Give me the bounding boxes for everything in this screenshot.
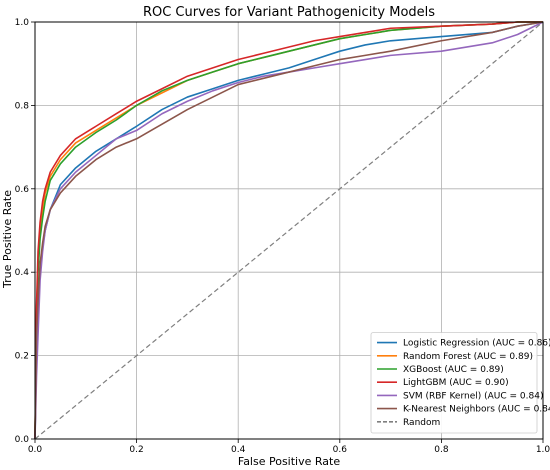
y-tick-label: 1.0 bbox=[15, 18, 30, 28]
legend-entry: Random bbox=[403, 418, 440, 428]
x-tick-label: 0.0 bbox=[28, 445, 43, 455]
legend-box bbox=[370, 332, 538, 434]
legend-entry: LightGBM (AUC = 0.90) bbox=[403, 378, 509, 388]
y-tick-label: 0.6 bbox=[15, 185, 30, 195]
series-lines bbox=[34, 21, 544, 440]
chart-title: ROC Curves for Variant Pathogenicity Mod… bbox=[143, 5, 435, 20]
series-line-2 bbox=[34, 21, 543, 440]
x-tick-label: 0.2 bbox=[129, 445, 143, 455]
y-tick-label: 0.8 bbox=[15, 101, 30, 111]
legend-entry: SVM (RBF Kernel) (AUC = 0.84) bbox=[403, 391, 543, 401]
series-line-6 bbox=[34, 21, 544, 440]
legend-entry: XGBoost (AUC = 0.89) bbox=[403, 365, 504, 375]
x-axis-label: False Positive Rate bbox=[238, 455, 340, 468]
y-tick-label: 0.0 bbox=[15, 435, 30, 445]
series-line-5 bbox=[34, 21, 544, 440]
axis-ticks: 0.0 0.2 0.4 0.6 0.8 1.0 0.0 0.2 0.4 0.6 0.8 1.0 bbox=[15, 18, 550, 455]
x-tick-label: 0.6 bbox=[333, 445, 348, 455]
series-line-4 bbox=[34, 21, 544, 440]
legend-entry: K-Nearest Neighbors (AUC = 0.84) bbox=[403, 405, 550, 415]
y-tick-label: 0.4 bbox=[15, 268, 30, 278]
x-tick-label: 0.4 bbox=[231, 445, 246, 455]
y-tick-label: 0.2 bbox=[15, 352, 29, 362]
x-tick-label: 1.0 bbox=[536, 445, 550, 455]
plot-frame bbox=[34, 21, 544, 440]
y-axis-label: True Positive Rate bbox=[1, 190, 14, 289]
legend: Logistic Regression (AUC = 0.86) Random F… bbox=[370, 332, 550, 434]
series-line-3 bbox=[34, 21, 543, 440]
legend-entry: Logistic Regression (AUC = 0.86) bbox=[403, 339, 550, 349]
legend-entry: Random Forest (AUC = 0.89) bbox=[403, 352, 533, 362]
grid bbox=[34, 21, 544, 440]
x-tick-label: 0.8 bbox=[434, 445, 449, 455]
